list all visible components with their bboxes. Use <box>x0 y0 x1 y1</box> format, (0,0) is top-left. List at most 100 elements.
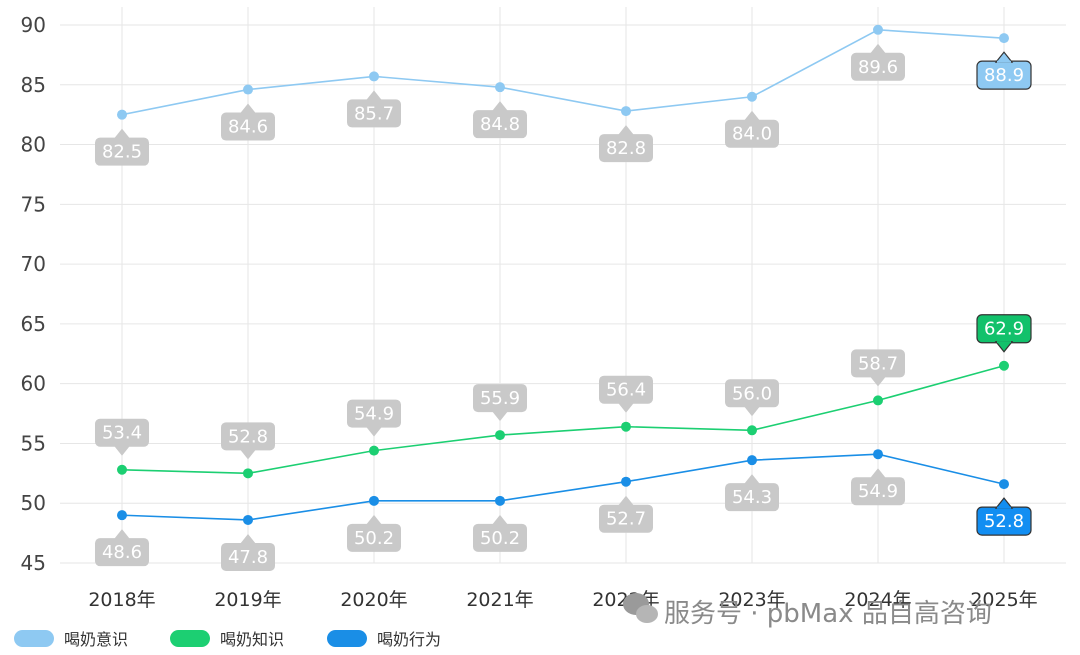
data-label: 84.8 <box>473 101 527 139</box>
data-label-pointer <box>366 426 382 437</box>
data-label: 84.0 <box>725 110 779 148</box>
data-point <box>999 33 1009 44</box>
x-tick-label: 2025年 <box>970 589 1037 611</box>
y-tick-label: 45 <box>21 551 46 575</box>
data-point <box>999 479 1009 490</box>
data-label-pointer <box>366 514 382 525</box>
data-label-pointer <box>744 406 760 417</box>
data-label-text: 50.2 <box>354 528 394 549</box>
data-label-pointer <box>618 495 634 506</box>
legend-swatch <box>14 630 54 647</box>
data-label-text: 85.7 <box>354 103 394 124</box>
data-label-box <box>473 110 527 139</box>
data-label-pointer <box>240 533 256 544</box>
legend: 喝奶意识 喝奶知识 喝奶行为 <box>14 630 441 649</box>
data-label-text: 84.6 <box>228 117 268 138</box>
series-line <box>121 28 1005 116</box>
data-point <box>747 425 757 436</box>
data-label-pointer <box>492 411 508 422</box>
data-point <box>495 430 505 441</box>
data-label-box <box>95 137 149 166</box>
data-point <box>873 449 883 460</box>
data-label-text: 54.9 <box>354 404 394 425</box>
watermark-text: 服务号 · pbMax 品自高咨询 <box>664 599 992 629</box>
data-point <box>621 421 631 432</box>
data-label-text: 52.8 <box>228 426 268 447</box>
data-point <box>369 495 379 506</box>
data-label-box <box>599 504 653 533</box>
data-label-box <box>221 112 275 141</box>
data-point <box>873 395 883 406</box>
y-tick-label: 65 <box>21 312 46 336</box>
data-point <box>495 82 505 93</box>
data-label-box <box>851 52 905 81</box>
data-point <box>369 71 379 82</box>
legend-item: 喝奶行为 <box>327 630 441 649</box>
data-label-pointer <box>114 128 130 139</box>
series-lines <box>117 24 1009 525</box>
data-label-box <box>347 523 401 552</box>
data-point <box>369 445 379 456</box>
data-label-text: 55.9 <box>480 388 520 409</box>
watermark: 服务号 · pbMax 品自高咨询 <box>623 593 992 629</box>
data-point <box>999 360 1009 371</box>
data-label: 50.2 <box>473 514 527 552</box>
data-label-text: 58.7 <box>858 353 898 374</box>
data-label-pointer <box>240 449 256 460</box>
x-tick-label: 2018年 <box>88 589 155 611</box>
data-label-pointer <box>994 341 1014 353</box>
data-label-text: 82.8 <box>606 138 646 159</box>
data-label: 55.9 <box>473 384 527 422</box>
data-label-pointer <box>114 445 130 456</box>
data-label: 52.8 <box>221 422 275 460</box>
legend-label: 喝奶知识 <box>220 630 284 649</box>
x-tick-label: 2021年 <box>466 589 533 611</box>
data-label-text: 52.8 <box>984 511 1024 532</box>
legend-swatch <box>170 630 210 647</box>
y-tick-label: 75 <box>21 192 46 216</box>
data-label-box <box>347 399 401 428</box>
data-label: 82.5 <box>95 128 149 166</box>
data-label: 54.9 <box>851 468 905 506</box>
data-label-text: 62.9 <box>984 319 1024 340</box>
data-label-text: 54.3 <box>732 487 772 508</box>
data-label-box <box>725 483 779 512</box>
data-point <box>621 476 631 487</box>
series-line <box>121 364 1005 475</box>
data-label: 85.7 <box>347 90 401 128</box>
data-label-text: 88.9 <box>984 65 1024 86</box>
data-label-pointer <box>492 101 508 112</box>
data-label-box <box>851 349 905 378</box>
data-label: 52.8 <box>976 497 1032 536</box>
data-label-text: 54.9 <box>858 481 898 502</box>
data-label-box <box>599 134 653 163</box>
data-point <box>747 455 757 466</box>
data-label-text: 52.7 <box>606 509 646 530</box>
data-point <box>873 24 883 35</box>
y-axis-ticks: 45 50 55 60 65 70 75 80 85 90 <box>21 13 46 575</box>
data-label-box <box>473 523 527 552</box>
x-tick-label: 2020年 <box>340 589 407 611</box>
data-label-box <box>95 538 149 567</box>
data-label-pointer <box>744 110 760 121</box>
data-label-box <box>473 384 527 413</box>
data-label-pointer <box>994 51 1014 63</box>
data-label-pointer <box>618 402 634 413</box>
data-label-pointer <box>744 474 760 485</box>
data-label-box <box>221 422 275 451</box>
data-label-box <box>347 99 401 128</box>
data-label-text: 53.4 <box>102 423 142 444</box>
data-label-text: 56.4 <box>606 380 646 401</box>
legend-item: 喝奶意识 <box>14 630 128 649</box>
data-label-box <box>599 375 653 404</box>
y-tick-label: 70 <box>21 252 46 276</box>
data-point <box>243 514 253 525</box>
data-label: 47.8 <box>221 533 275 571</box>
data-label-pointer <box>366 90 382 101</box>
data-label-box <box>725 379 779 408</box>
data-label: 89.6 <box>851 43 905 81</box>
y-tick-label: 55 <box>21 431 46 455</box>
data-label: 82.8 <box>599 125 653 163</box>
data-label-text: 48.6 <box>102 542 142 563</box>
